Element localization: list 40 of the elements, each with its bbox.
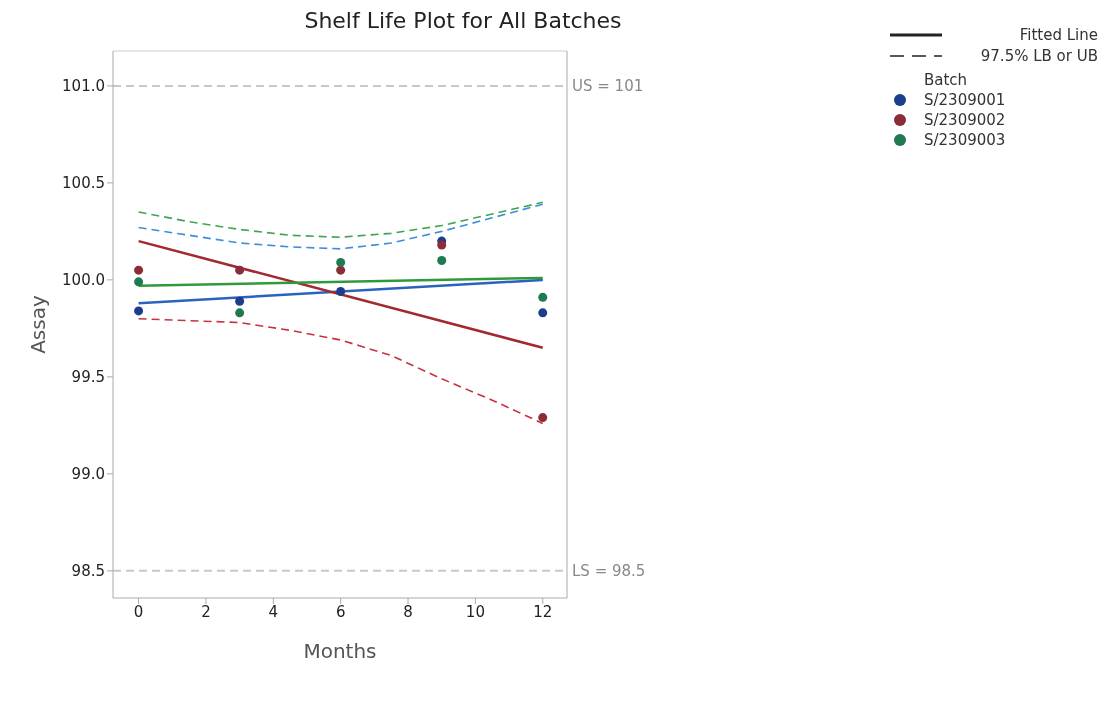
point [437,255,447,265]
y-tick-label: 101.0 [62,77,105,96]
line-series [137,201,544,239]
point [538,292,548,302]
line-series [137,203,544,250]
y-tick-label: 99.5 [71,368,105,387]
legend-label: S/2309003 [924,131,1006,149]
ref-line-label: US = 101 [572,77,644,96]
point [538,308,548,318]
x-tick-label: 10 [465,602,485,621]
text: Fitted Line [1019,26,1098,44]
point [538,413,548,423]
x-tick-label: 12 [533,602,553,621]
y-axis-title: Assay [26,295,51,354]
y-tick-label: 99.0 [71,465,105,484]
y-tick-label: 100.5 [62,174,105,193]
x-axis-title: Months [303,639,377,663]
x-tick-label: 2 [201,602,211,621]
point [437,240,447,250]
text: 97.5% LB or UB [980,47,1098,65]
ref-line-label: LS = 98.5 [572,562,646,581]
x-tick-label: 0 [133,602,144,621]
x-tick-label: 6 [335,602,346,621]
point [336,265,346,275]
y-tick-label: 100.0 [62,271,105,290]
x-tick-label: 8 [403,602,413,621]
y-tick-label: 98.5 [71,562,105,581]
point [134,277,144,287]
legend-label: S/2309001 [924,91,1006,109]
x-tick-label: 4 [268,602,279,621]
point [235,308,245,318]
legend-label: S/2309002 [924,111,1006,129]
point [134,265,144,275]
legend-title: Batch [924,71,969,89]
point [336,257,346,267]
chart-title: Shelf Life Plot for All Batches [303,8,623,33]
point [134,306,144,316]
point [235,296,245,306]
point [235,265,245,275]
point [336,287,346,297]
